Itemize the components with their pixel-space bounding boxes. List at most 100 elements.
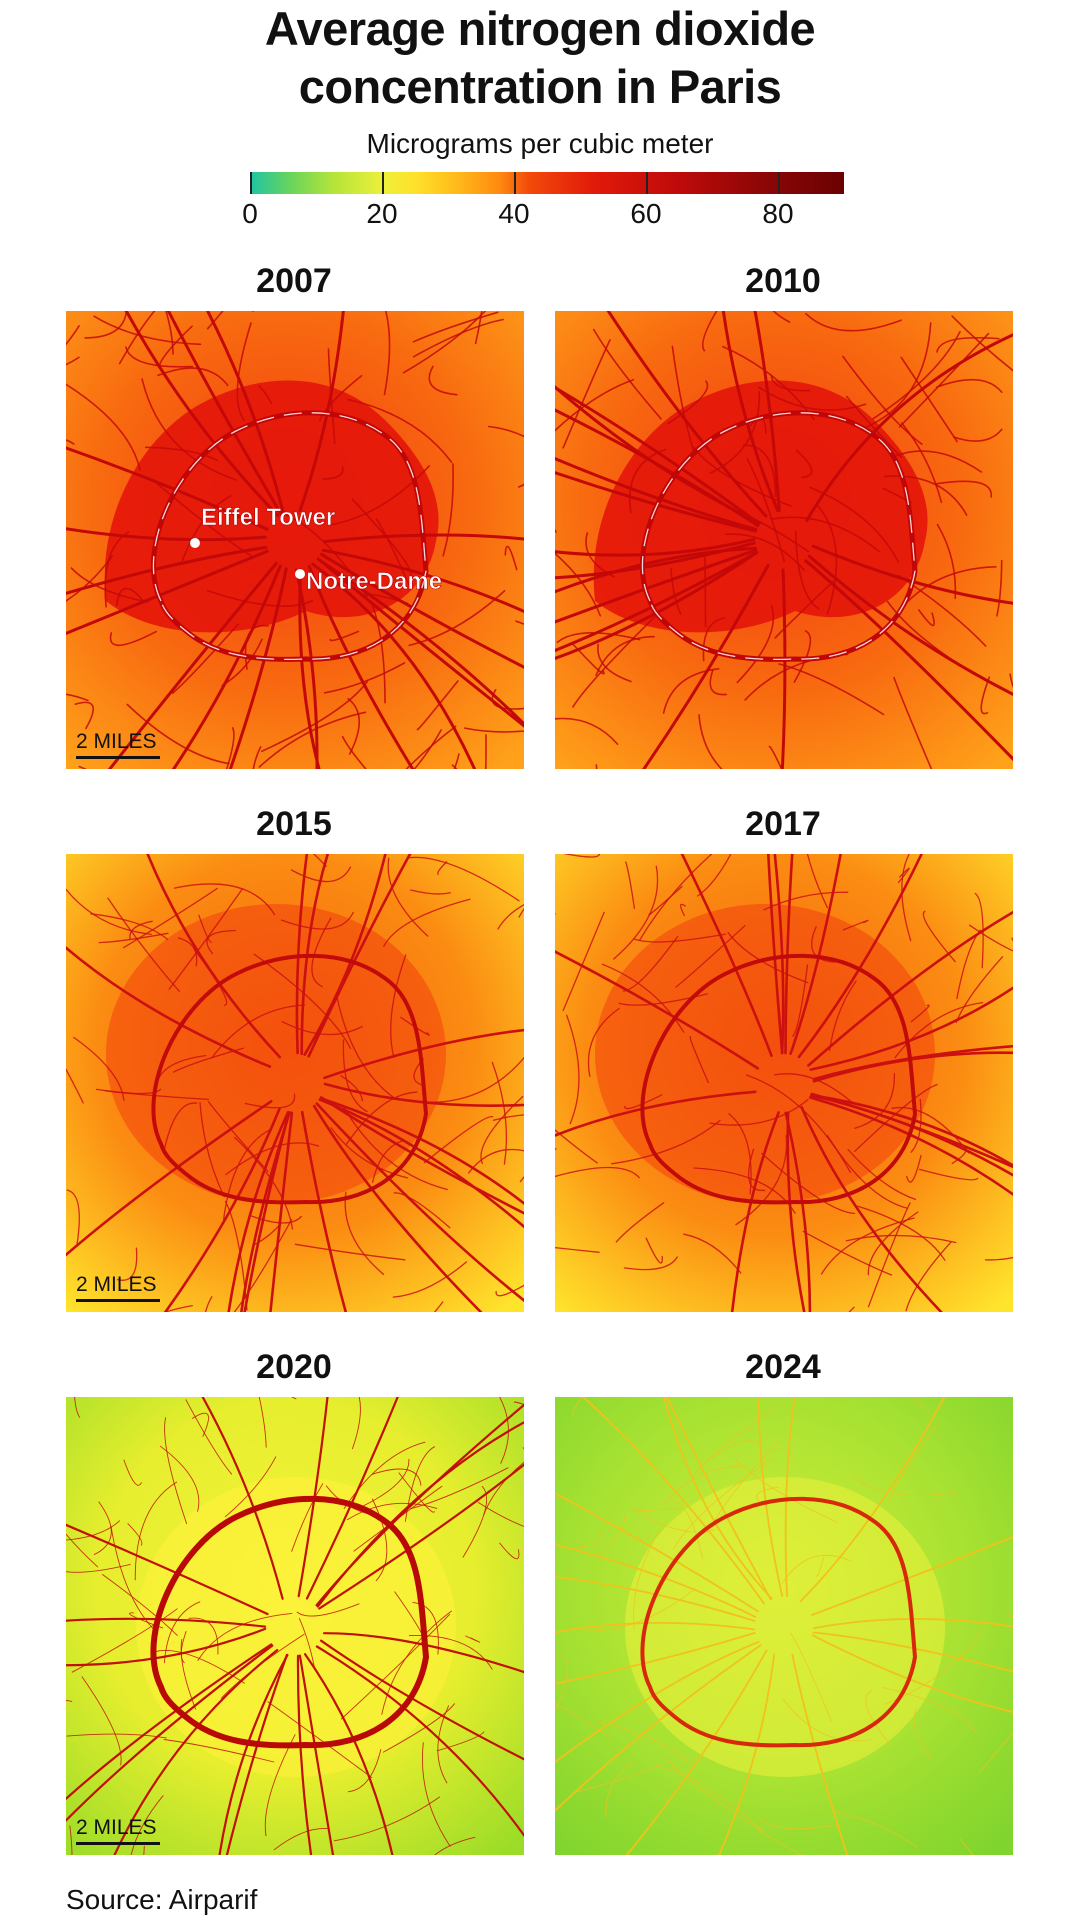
minor-road — [410, 1467, 509, 1510]
major-road — [780, 568, 787, 769]
minor-road — [555, 1246, 600, 1253]
minor-road — [693, 1167, 796, 1214]
minor-road — [164, 1417, 188, 1525]
major-road — [300, 1110, 348, 1312]
minor-road — [1009, 673, 1013, 689]
minor-road — [895, 450, 983, 473]
minor-road — [655, 1765, 765, 1833]
minor-road — [69, 1825, 73, 1855]
minor-road — [253, 953, 352, 1050]
minor-road — [912, 1397, 936, 1419]
minor-road — [683, 1233, 742, 1274]
major-road — [773, 854, 785, 1055]
minor-road — [577, 1533, 602, 1548]
minor-road — [267, 1701, 373, 1779]
minor-road — [709, 391, 761, 474]
minor-road — [969, 924, 1013, 952]
minor-road — [383, 898, 471, 948]
major-road — [799, 1397, 946, 1602]
major-road — [811, 544, 1013, 605]
minor-road — [555, 1702, 609, 1737]
minor-road — [747, 1148, 766, 1191]
minor-road — [882, 1687, 978, 1735]
legend-title: Micrograms per cubic meter — [366, 128, 714, 159]
minor-road — [90, 913, 169, 941]
minor-road — [996, 559, 1003, 617]
minor-road — [464, 727, 524, 733]
minor-road — [273, 1828, 328, 1851]
minor-road — [258, 1397, 267, 1448]
major-road — [163, 1107, 281, 1312]
major-road — [555, 1575, 756, 1622]
major-road — [318, 1098, 524, 1229]
minor-road — [827, 1810, 918, 1848]
minor-road — [330, 465, 430, 526]
minor-road — [474, 311, 483, 345]
minor-road — [696, 854, 732, 897]
landmarks: Eiffel Tower Notre-Dame — [190, 504, 442, 595]
minor-road — [225, 1142, 320, 1176]
minor-road — [206, 929, 236, 955]
minor-road — [555, 1652, 568, 1713]
road-network — [555, 854, 1013, 1312]
minor-road — [291, 1483, 324, 1552]
minor-road — [412, 318, 504, 358]
peripherique-ring-road — [151, 953, 429, 1205]
map-svg-2010 — [555, 311, 1013, 769]
minor-road — [144, 446, 218, 461]
minor-road — [258, 711, 367, 768]
scale-label: 2 MILES — [76, 1273, 157, 1296]
minor-road — [198, 914, 212, 943]
minor-road — [66, 439, 75, 445]
road-network — [66, 1397, 524, 1855]
minor-road — [220, 1633, 305, 1699]
minor-road — [437, 1705, 450, 1784]
legend-tick-0 — [250, 172, 252, 194]
major-road — [316, 557, 524, 726]
rail-lines — [152, 412, 427, 661]
minor-road — [724, 533, 805, 571]
minor-road — [648, 885, 683, 916]
minor-road — [622, 935, 679, 992]
major-road — [307, 564, 415, 769]
peripherique-ring-road — [640, 1496, 918, 1748]
minor-road — [264, 1734, 296, 1837]
minor-road — [93, 315, 202, 346]
major-road — [66, 527, 267, 542]
road-network — [555, 311, 1013, 769]
notre-dame-marker — [295, 569, 305, 579]
minor-road — [615, 1202, 665, 1243]
eiffel-tower-marker — [190, 538, 200, 548]
minor-road — [322, 466, 344, 480]
minor-road — [453, 753, 460, 769]
minor-road — [383, 311, 391, 396]
minor-road — [671, 1501, 704, 1559]
color-legend: 0 20 40 60 80 — [242, 172, 844, 252]
minor-road — [329, 630, 360, 642]
minor-road — [897, 574, 987, 647]
minor-road — [805, 312, 902, 332]
major-road — [321, 548, 524, 614]
minor-road — [728, 1113, 752, 1195]
minor-road — [491, 1061, 508, 1165]
minor-road — [109, 630, 157, 646]
minor-road — [795, 449, 813, 479]
minor-road — [392, 1261, 468, 1298]
minor-road — [393, 1192, 451, 1229]
minor-road — [499, 1542, 520, 1560]
map-svg-2017 — [555, 854, 1013, 1312]
minor-road — [806, 854, 829, 909]
minor-road — [888, 1423, 939, 1503]
minor-road — [342, 1106, 448, 1191]
minor-road — [708, 1440, 759, 1461]
minor-road — [129, 920, 153, 940]
minor-road — [555, 1166, 640, 1179]
notre-dame-label: Notre-Dame — [306, 568, 442, 595]
minor-road — [98, 932, 169, 944]
minor-road — [74, 701, 95, 730]
minor-road — [233, 1218, 293, 1312]
minor-road — [93, 1501, 112, 1555]
major-road — [757, 1397, 784, 1597]
scale-bar: 2 MILES — [76, 1816, 160, 1845]
major-road — [218, 1653, 289, 1855]
